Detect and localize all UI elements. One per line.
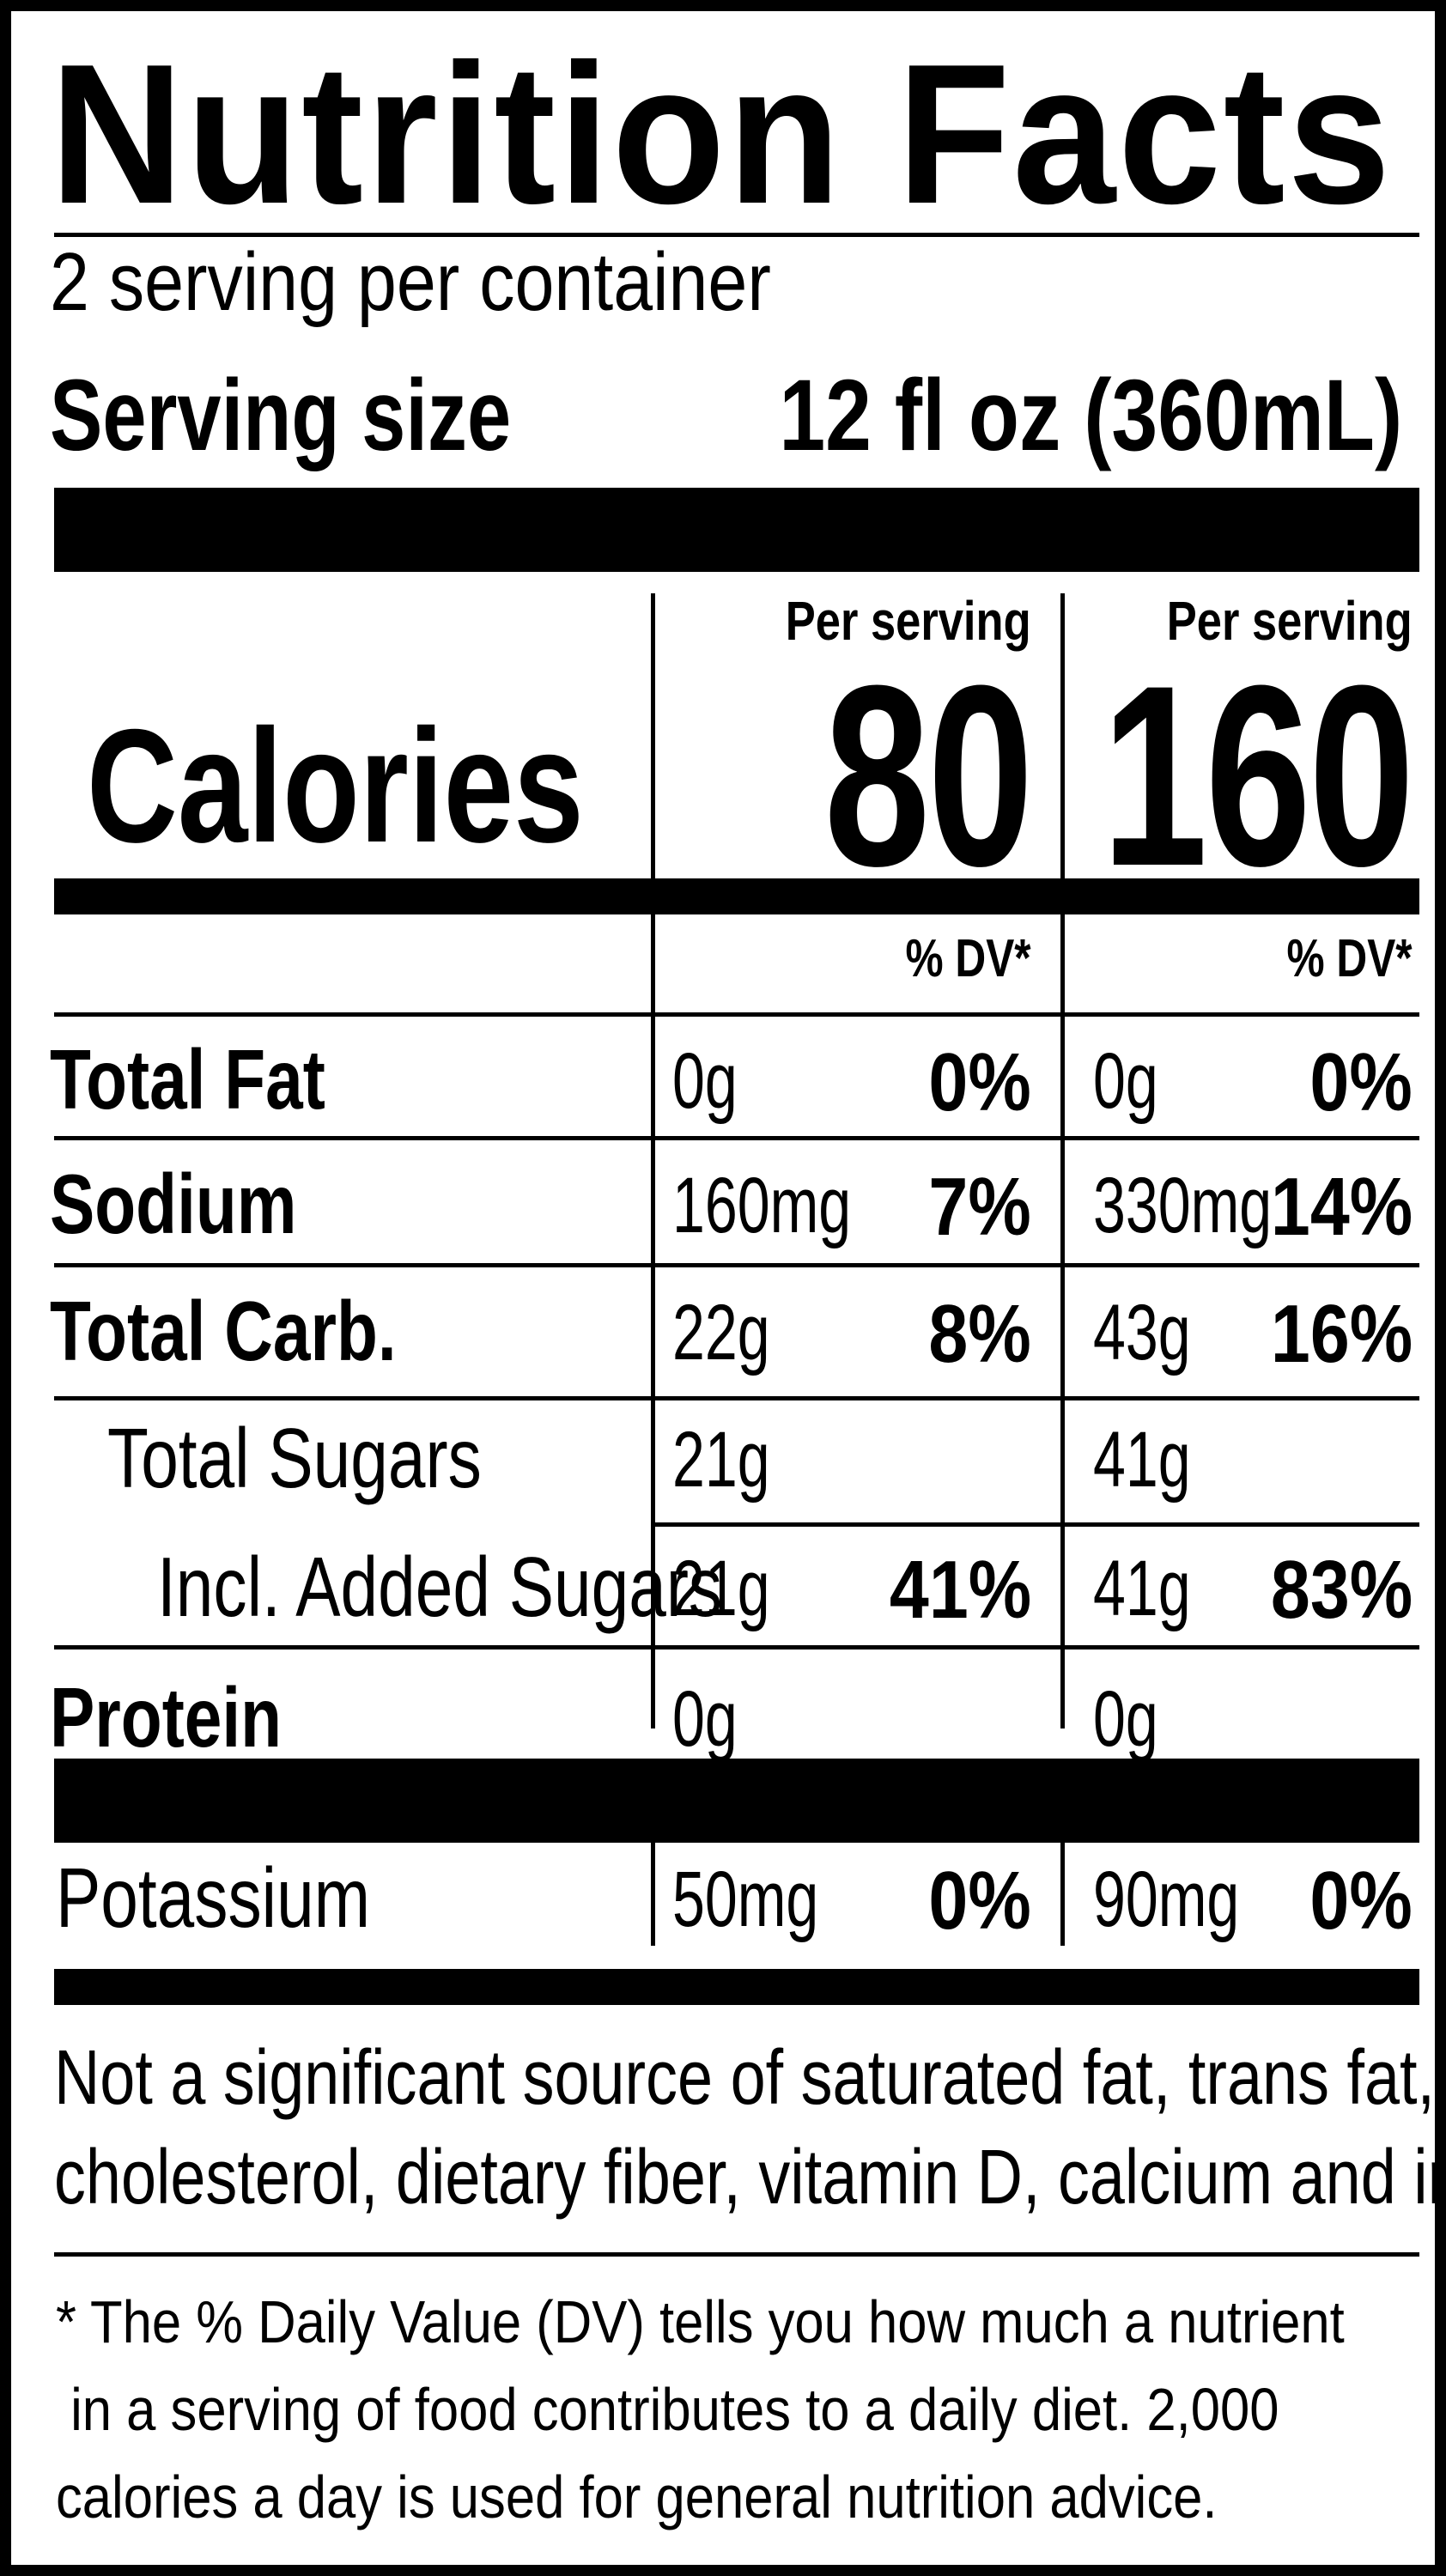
not-significant-line-2: cholesterol, dietary fiber, vitamin D, c…	[54, 2135, 1435, 2221]
servings-per-container: 2 serving per container	[50, 236, 771, 328]
nutrient-added-sugars-amount-2: 41g	[1093, 1545, 1191, 1632]
nutrient-total-sugars-amount-2: 41g	[1093, 1416, 1191, 1504]
mineral-potassium-dv-1: 0%	[928, 1855, 1031, 1947]
column-divider-2-minerals	[1060, 1843, 1065, 1946]
nutrient-sodium-name: Sodium	[50, 1157, 297, 1251]
not-significant-line-1: Not a significant source of saturated fa…	[54, 2035, 1435, 2121]
dv-header-divider	[54, 1012, 1419, 1017]
row-divider-partial	[655, 1522, 1419, 1527]
nutrient-total-carb-amount-1: 22g	[672, 1289, 770, 1376]
nutrient-protein-amount-1: 0g	[672, 1675, 738, 1763]
calories-value-1: 80	[823, 631, 1034, 920]
serving-size-value: 12 fl oz (360mL)	[779, 359, 1402, 472]
row-divider	[54, 1136, 1419, 1140]
footnote-line-1: * The % Daily Value (DV) tells you how m…	[56, 2288, 1345, 2355]
nutrient-total-carb-dv-2: 16%	[1270, 1288, 1413, 1380]
nutrient-total-fat-name: Total Fat	[50, 1032, 325, 1127]
per-serving-header-1: Per serving	[786, 590, 1031, 652]
column-divider-1	[651, 593, 655, 1728]
nutrient-sodium-amount-2: 330mg	[1093, 1162, 1273, 1249]
thick-bar-bottom	[54, 1969, 1419, 2005]
dv-header-1: % DV*	[905, 929, 1031, 988]
per-serving-header-2: Per serving	[1167, 590, 1413, 652]
nutrient-sodium-amount-1: 160mg	[672, 1162, 852, 1249]
nutrient-sodium-dv-1: 7%	[928, 1161, 1031, 1253]
thick-bar-top	[54, 488, 1419, 572]
nutrient-total-fat-dv-2: 0%	[1309, 1036, 1413, 1128]
nutrient-sodium-dv-2: 14%	[1270, 1161, 1413, 1253]
calories-bottom-bar	[54, 878, 1419, 914]
mineral-potassium-dv-2: 0%	[1309, 1855, 1413, 1947]
nutrient-total-carb-dv-1: 8%	[928, 1288, 1031, 1380]
mineral-potassium-name: Potassium	[56, 1850, 371, 1945]
calories-value-2: 160	[1102, 631, 1414, 920]
nutrient-total-fat-amount-1: 0g	[672, 1037, 738, 1125]
nutrient-added-sugars-name: Incl. Added Sugars	[157, 1540, 723, 1634]
label-title: Nutrition Facts	[50, 23, 1394, 246]
nutrient-added-sugars-dv-2: 83%	[1270, 1544, 1413, 1636]
nutrient-total-sugars-amount-1: 21g	[672, 1416, 770, 1504]
nutrient-protein-amount-2: 0g	[1093, 1675, 1158, 1763]
nutrient-added-sugars-dv-1: 41%	[889, 1544, 1031, 1636]
nutrient-total-carb-name: Total Carb.	[50, 1284, 397, 1378]
nutrient-added-sugars-amount-1: 21g	[672, 1545, 770, 1632]
nutrient-total-fat-dv-1: 0%	[928, 1036, 1031, 1128]
nutrient-total-sugars-name: Total Sugars	[107, 1411, 482, 1505]
thick-bar-minerals	[54, 1759, 1419, 1843]
row-divider	[54, 1263, 1419, 1267]
nutrient-total-fat-amount-2: 0g	[1093, 1037, 1158, 1125]
footnote-divider	[54, 2252, 1419, 2257]
column-divider-1-minerals	[651, 1843, 655, 1946]
serving-size-label: Serving size	[50, 359, 512, 472]
title-divider	[54, 233, 1419, 237]
mineral-potassium-amount-2: 90mg	[1093, 1856, 1240, 1943]
footnote-line-3: calories a day is used for general nutri…	[56, 2464, 1218, 2530]
calories-label: Calories	[87, 696, 584, 876]
footnote-line-2: in a serving of food contributes to a da…	[56, 2376, 1279, 2443]
nutrient-total-carb-amount-2: 43g	[1093, 1289, 1191, 1376]
nutrient-protein-name: Protein	[50, 1670, 283, 1765]
column-divider-2	[1060, 593, 1065, 1728]
row-divider	[54, 1645, 1419, 1649]
mineral-potassium-amount-1: 50mg	[672, 1856, 819, 1943]
row-divider	[54, 1396, 1419, 1400]
nutrition-facts-label: Nutrition Facts 2 serving per container …	[11, 11, 1435, 2565]
dv-header-2: % DV*	[1286, 929, 1413, 988]
